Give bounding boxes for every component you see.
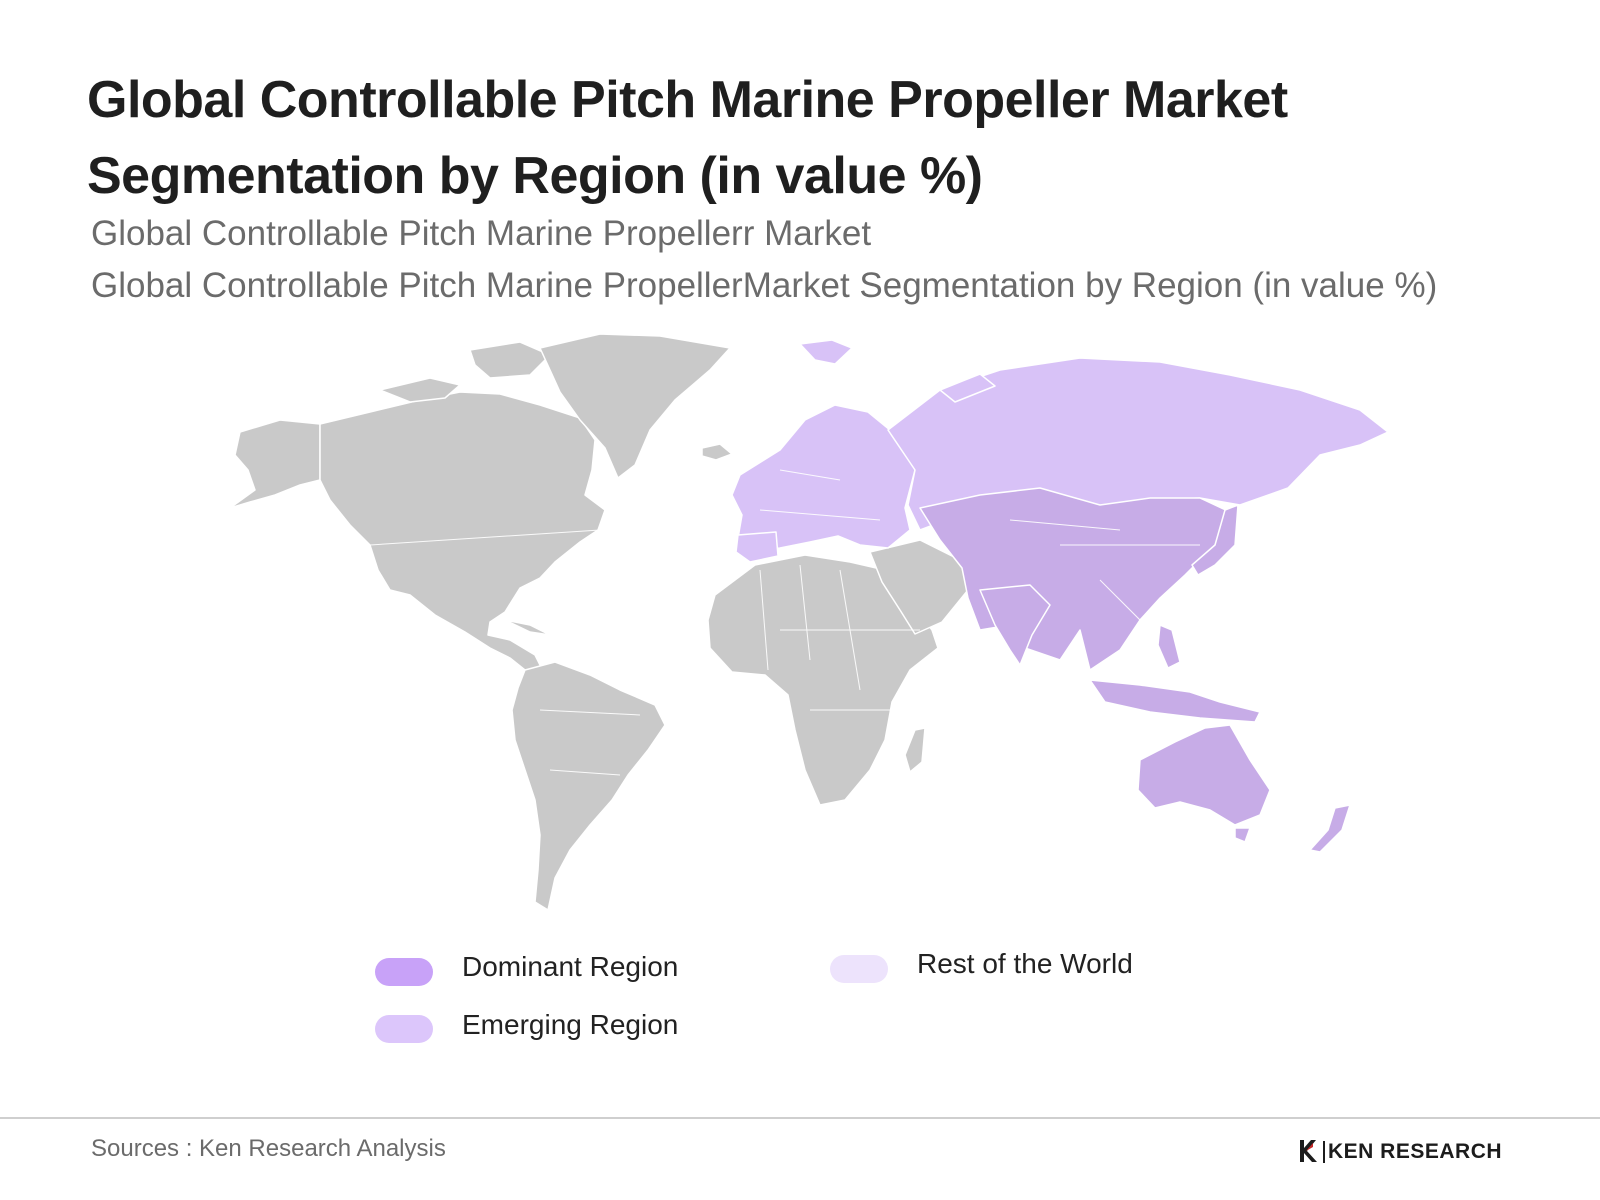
world-map bbox=[229, 333, 1389, 911]
region-new-zealand bbox=[1309, 804, 1351, 853]
region-philippines bbox=[1157, 624, 1181, 669]
region-iceland bbox=[701, 443, 733, 461]
legend-swatch-emerging bbox=[375, 1015, 433, 1043]
region-asia-pacific bbox=[919, 487, 1231, 671]
logo-separator bbox=[1323, 1141, 1325, 1163]
legend-label-rest-of-world: Rest of the World bbox=[917, 948, 1133, 979]
region-africa bbox=[707, 554, 939, 806]
legend-swatch-dominant bbox=[375, 958, 433, 986]
region-north-america bbox=[229, 419, 321, 509]
region-arctic-islands bbox=[379, 377, 461, 403]
region-middle-east bbox=[869, 539, 969, 635]
logo-text: KEN RESEARCH bbox=[1328, 1140, 1503, 1163]
region-south-america bbox=[511, 661, 666, 911]
region-madagascar bbox=[904, 727, 926, 773]
region-arctic-islands-2 bbox=[469, 341, 551, 379]
region-europe bbox=[731, 404, 916, 553]
legend-label-emerging: Emerging Region bbox=[462, 1009, 679, 1040]
page-title: Global Controllable Pitch Marine Propell… bbox=[87, 71, 1288, 205]
legend-swatch-rest-of-world bbox=[830, 955, 888, 983]
region-tasmania bbox=[1234, 827, 1251, 843]
region-japan bbox=[1191, 504, 1239, 576]
region-caribbean bbox=[504, 619, 551, 636]
region-svalbard bbox=[799, 339, 853, 365]
region-north-america-main bbox=[319, 391, 606, 676]
subtitle-primary: Global Controllable Pitch Marine Propell… bbox=[91, 214, 872, 253]
region-india bbox=[979, 584, 1051, 666]
legend-label-dominant: Dominant Region bbox=[462, 951, 679, 982]
region-iberia bbox=[735, 531, 779, 563]
region-novaya-zemlya bbox=[939, 373, 996, 403]
source-note: Sources : Ken Research Analysis bbox=[91, 1135, 446, 1162]
ken-research-logo-icon bbox=[1300, 1140, 1317, 1162]
footer-divider bbox=[0, 1117, 1600, 1119]
region-australia bbox=[1137, 724, 1271, 826]
subtitle-secondary: Global Controllable Pitch Marine Propell… bbox=[91, 266, 1438, 305]
region-greenland bbox=[539, 333, 731, 479]
region-indonesia bbox=[1089, 679, 1261, 723]
